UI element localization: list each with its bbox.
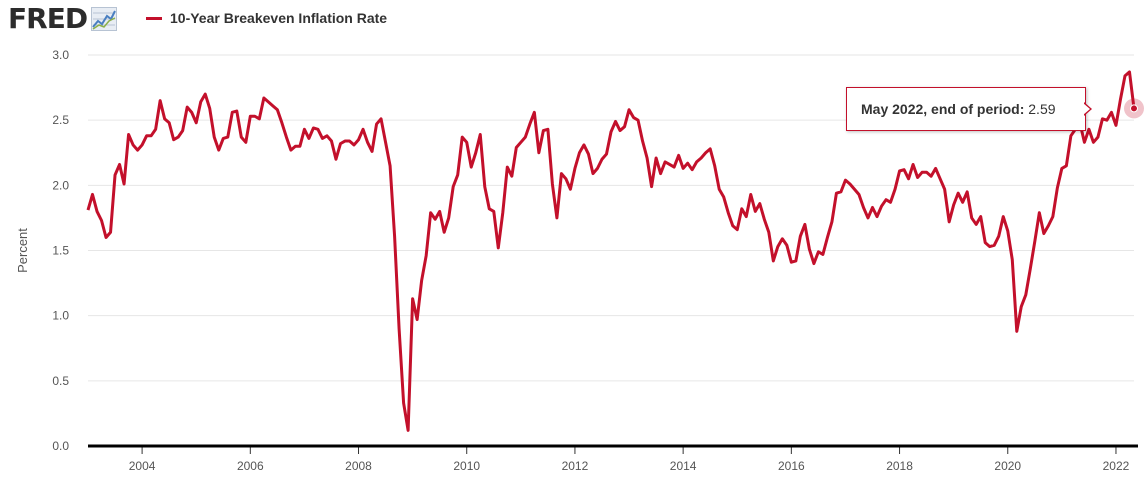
- x-axis-tick-labels: 2004 2006 2008 2010 2012 2014 2016 2018 2020 2022: [129, 459, 1130, 473]
- tooltip-text: May 2022, end of period: 2.59: [861, 101, 1056, 117]
- x-tick-label: 2008: [345, 459, 372, 473]
- y-axis-title: Percent: [15, 228, 30, 273]
- x-tick-label: 2012: [562, 459, 589, 473]
- series-line[interactable]: [86, 70, 1136, 432]
- y-tick-label: 2.0: [52, 178, 69, 192]
- y-tick-label: 3.0: [52, 48, 69, 62]
- x-tick-label: 2020: [994, 459, 1021, 473]
- gridlines: [88, 54, 1134, 382]
- tooltip-label: May 2022, end of period:: [861, 101, 1025, 117]
- legend-label: 10-Year Breakeven Inflation Rate: [170, 10, 388, 26]
- x-tick-label: 2010: [453, 459, 480, 473]
- x-tick-label: 2004: [129, 459, 156, 473]
- fred-logo-text: FRED: [8, 2, 88, 35]
- y-axis-tick-labels: 0.0 0.5 1.0 1.5 2.0 2.5 3.0: [52, 48, 69, 453]
- tooltip-box: May 2022, end of period: 2.59: [846, 87, 1086, 131]
- line-chart-icon: [91, 7, 118, 31]
- legend[interactable]: 10-Year Breakeven Inflation Rate: [146, 8, 387, 28]
- fred-logo[interactable]: FRED: [8, 2, 118, 35]
- y-tick-label: 1.0: [52, 309, 69, 323]
- x-tick-label: 2018: [886, 459, 913, 473]
- x-tick-label: 2016: [778, 459, 805, 473]
- tooltip-value: 2.59: [1028, 101, 1056, 117]
- highlight-marker[interactable]: [1130, 104, 1138, 113]
- y-tick-label: 2.5: [52, 113, 69, 127]
- y-tick-label: 0.5: [52, 374, 69, 388]
- legend-swatch: [146, 16, 162, 20]
- y-tick-label: 0.0: [52, 439, 69, 453]
- data-tooltip: May 2022, end of period: 2.59: [846, 87, 1092, 131]
- chart-header: FRED 10-Year Breakeven Inflation Rate: [0, 0, 1146, 40]
- x-tick-label: 2014: [670, 459, 697, 473]
- y-tick-label: 1.5: [52, 244, 69, 258]
- x-tick-label: 2022: [1103, 459, 1130, 473]
- x-tick-label: 2006: [237, 459, 264, 473]
